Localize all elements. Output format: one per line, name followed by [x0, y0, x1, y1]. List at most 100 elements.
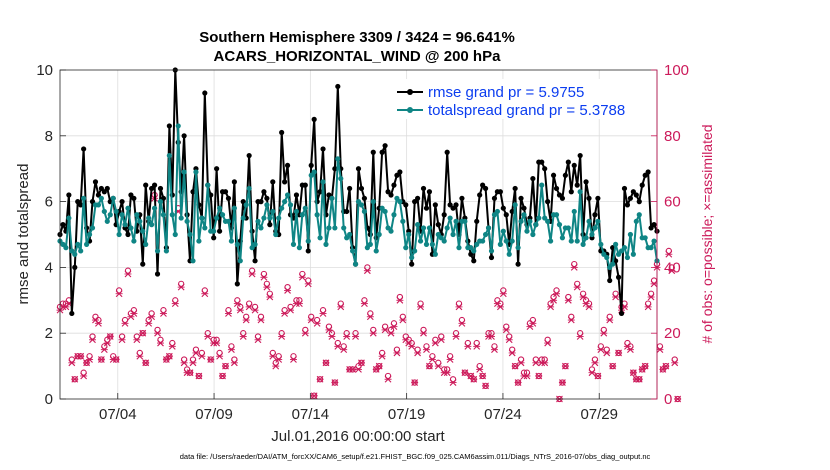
- totalspread-point: [287, 202, 294, 208]
- totalspread-point: [338, 175, 344, 182]
- totalspread-point: [116, 231, 122, 238]
- rmse-point: [270, 179, 276, 185]
- rmse-point: [624, 202, 631, 208]
- totalspread-point: [627, 231, 634, 238]
- obs-assimilated-point: [665, 250, 673, 258]
- rmse-point: [518, 195, 524, 201]
- totalspread-point: [199, 215, 205, 221]
- rmse-point: [403, 202, 409, 208]
- rmse-point: [258, 199, 264, 205]
- obs-assimilated-point: [487, 333, 495, 340]
- rmse-point: [586, 195, 592, 201]
- obs-assimilated-point: [124, 270, 132, 278]
- totalspread-point: [258, 225, 264, 231]
- totalspread-point: [630, 251, 636, 257]
- obs-assimilated-point: [431, 339, 439, 347]
- totalspread-point: [376, 231, 382, 238]
- rmse-point: [361, 195, 368, 201]
- totalspread-point: [293, 208, 300, 215]
- obs-assimilated-point: [319, 310, 327, 317]
- rmse-point: [355, 166, 362, 172]
- obs-assimilated-point: [656, 346, 664, 354]
- obs-assimilated-point: [130, 310, 138, 317]
- totalspread-point: [539, 182, 545, 188]
- totalspread-point: [512, 202, 518, 208]
- rmse-point: [426, 189, 433, 195]
- obs-assimilated-point: [573, 283, 581, 291]
- totalspread-point: [361, 208, 368, 215]
- rmse-point: [515, 261, 521, 267]
- x-tick-label: 07/24: [484, 406, 522, 423]
- totalspread-point: [246, 185, 252, 192]
- totalspread-point: [453, 218, 459, 224]
- rmse-point: [639, 182, 645, 188]
- obs-assimilated-point: [248, 270, 256, 278]
- obs-assimilated-point: [275, 356, 283, 363]
- obs-assimilated-point: [118, 336, 126, 344]
- rmse-point: [104, 185, 110, 192]
- obs-assimilated-point: [399, 316, 407, 324]
- obs-assimilated-point: [393, 349, 401, 357]
- totalspread-point: [485, 225, 492, 231]
- totalspread-point: [553, 212, 560, 218]
- totalspread-point: [403, 245, 409, 251]
- obs-assimilated-point: [363, 267, 371, 275]
- totalspread-point: [382, 208, 388, 215]
- rmse-point: [302, 182, 308, 188]
- rmse-point: [72, 264, 78, 270]
- data-file-footnote: data file: /Users/raeder/DAI/ATM_forcXX/…: [180, 452, 651, 461]
- obs-assimilated-point: [94, 319, 102, 327]
- totalspread-point: [347, 231, 353, 238]
- obs-assimilated-point: [508, 349, 516, 357]
- totalspread-point: [284, 192, 291, 198]
- totalspread-point: [326, 225, 332, 231]
- legend-box: [392, 79, 654, 119]
- rmse-point: [491, 195, 498, 201]
- obs-assimilated-point: [154, 329, 162, 337]
- obs-assimilated-point: [289, 356, 297, 363]
- x-axis-label: Jul.01,2016 00:00:00 start: [271, 428, 445, 445]
- obs-assimilated-point: [505, 336, 513, 344]
- obs-assimilated-point: [579, 293, 587, 301]
- obs-assimilated-point: [417, 303, 425, 311]
- obs-assimilated-point: [564, 296, 572, 304]
- totalspread-point: [559, 235, 566, 241]
- totalspread-point: [571, 208, 577, 215]
- totalspread-point: [651, 238, 657, 244]
- totalspread-point: [420, 225, 427, 231]
- totalspread-point: [349, 248, 356, 254]
- obs-assimilated-point: [597, 346, 605, 354]
- totalspread-point: [370, 199, 376, 205]
- totalspread-point: [95, 202, 102, 208]
- totalspread-point: [456, 245, 462, 251]
- totalspread-point: [317, 235, 323, 241]
- totalspread-point: [196, 238, 202, 244]
- obs-assimilated-point: [239, 333, 247, 340]
- obs-assimilated-point: [603, 349, 611, 357]
- obs-assimilated-point: [600, 329, 608, 337]
- totalspread-point: [515, 245, 521, 251]
- obs-assimilated-point: [576, 333, 584, 340]
- totalspread-point: [261, 215, 267, 221]
- rmse-point: [636, 199, 642, 205]
- right-axis-label: # of obs: o=possible; ×=assimilated: [699, 124, 715, 343]
- y-tick-label: 8: [45, 128, 53, 145]
- obs-assimilated-point: [452, 333, 460, 340]
- obs-assimilated-point: [464, 342, 472, 350]
- totalspread-point: [367, 241, 373, 247]
- obs-assimilated-point: [490, 346, 498, 354]
- rmse-point: [432, 202, 438, 208]
- obs-assimilated-point: [168, 342, 176, 350]
- rmse-point: [81, 146, 87, 152]
- obs-assimilated-point: [517, 359, 525, 367]
- obs-assimilated-point: [378, 352, 386, 360]
- obs-assimilated-point: [502, 326, 510, 334]
- rmse-point: [166, 123, 172, 129]
- rmse-point: [488, 254, 495, 261]
- obs-assimilated-point: [588, 369, 596, 377]
- rmse-point: [474, 218, 480, 224]
- rmse-point: [633, 192, 639, 198]
- obs-assimilated-point: [80, 372, 88, 380]
- obs-assimilated-point: [570, 264, 578, 271]
- totalspread-point: [305, 238, 311, 244]
